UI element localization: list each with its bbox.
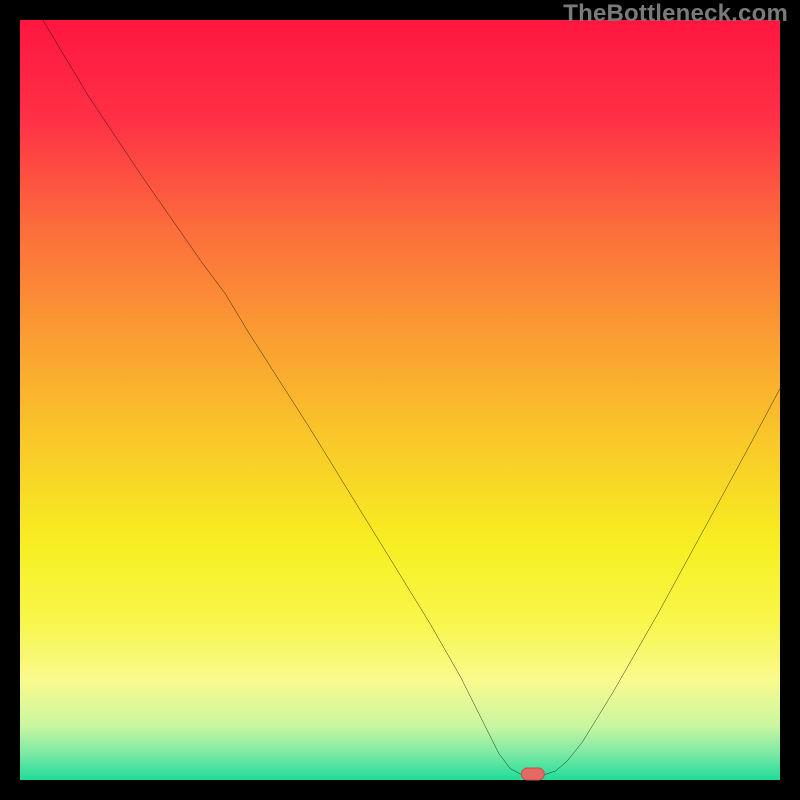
- bottleneck-curve: [20, 20, 780, 780]
- watermark-text: TheBottleneck.com: [563, 0, 788, 28]
- chart-container: TheBottleneck.com: [0, 0, 800, 800]
- plot-area: [20, 20, 780, 780]
- minimum-marker: [521, 767, 545, 780]
